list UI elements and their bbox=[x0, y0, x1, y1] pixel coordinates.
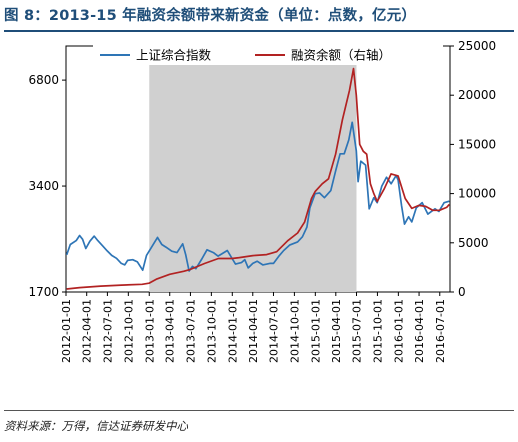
x-tick-label: 2014-10-01 bbox=[288, 299, 301, 363]
shaded-period bbox=[149, 47, 357, 292]
x-tick-label: 2014-01-01 bbox=[226, 299, 239, 363]
x-tick-label: 2016-07-01 bbox=[434, 299, 447, 363]
figure-title: 图 8：2013-15 年融资余额带来新资金（单位：点数，亿元） bbox=[4, 8, 417, 24]
x-tick-label: 2013-04-01 bbox=[164, 299, 177, 363]
y-right-tick-label: 0 bbox=[458, 285, 466, 299]
x-tick-label: 2012-04-01 bbox=[81, 299, 94, 363]
x-tick-label: 2012-01-01 bbox=[60, 299, 73, 363]
x-tick-label: 2013-10-01 bbox=[205, 299, 218, 363]
x-tick-label: 2015-04-01 bbox=[330, 299, 343, 363]
x-tick-label: 2012-07-01 bbox=[101, 299, 114, 363]
x-tick-label: 2013-01-01 bbox=[143, 299, 156, 363]
y-right-tick-label: 25000 bbox=[458, 39, 496, 53]
x-tick-label: 2015-10-01 bbox=[371, 299, 384, 363]
x-tick-label: 2014-07-01 bbox=[268, 299, 281, 363]
axes: 1700 3400 6800 0 5000 10000 15000 20000 25000 201… bbox=[28, 39, 496, 363]
x-tick-label: 2015-01-01 bbox=[309, 299, 322, 363]
y-right-tick-label: 15000 bbox=[458, 137, 496, 151]
chart: 1700 3400 6800 0 5000 10000 15000 20000 25000 201… bbox=[28, 39, 496, 363]
x-tick-label: 2015-07-01 bbox=[351, 299, 364, 363]
shaded-region bbox=[149, 47, 357, 292]
source-rule bbox=[4, 410, 514, 411]
y-left-tick-label: 6800 bbox=[28, 73, 59, 87]
x-tick-label: 2016-04-01 bbox=[413, 299, 426, 363]
y-right-tick-label: 20000 bbox=[458, 88, 496, 102]
x-tick-label: 2012-10-01 bbox=[122, 299, 135, 363]
x-tick-label: 2016-01-01 bbox=[392, 299, 405, 363]
y-right-tick-label: 5000 bbox=[458, 236, 489, 250]
series-lines bbox=[65, 67, 450, 290]
series-line-0 bbox=[65, 121, 450, 272]
x-tick-label: 2013-07-01 bbox=[184, 299, 197, 363]
y-left-tick-label: 3400 bbox=[28, 179, 59, 193]
title-underline bbox=[4, 30, 514, 32]
y-left-tick-label: 1700 bbox=[28, 285, 59, 299]
y-right-tick-label: 10000 bbox=[458, 187, 496, 201]
legend-label-1: 融资余额（右轴） bbox=[291, 48, 391, 63]
legend: 上证综合指数 融资余额（右轴） bbox=[93, 43, 443, 65]
legend-label-0: 上证综合指数 bbox=[136, 48, 212, 63]
x-tick-label: 2014-04-01 bbox=[247, 299, 260, 363]
source-note: 资料来源：万得，信达证券研发中心 bbox=[4, 419, 188, 433]
series-line-1 bbox=[66, 67, 450, 290]
